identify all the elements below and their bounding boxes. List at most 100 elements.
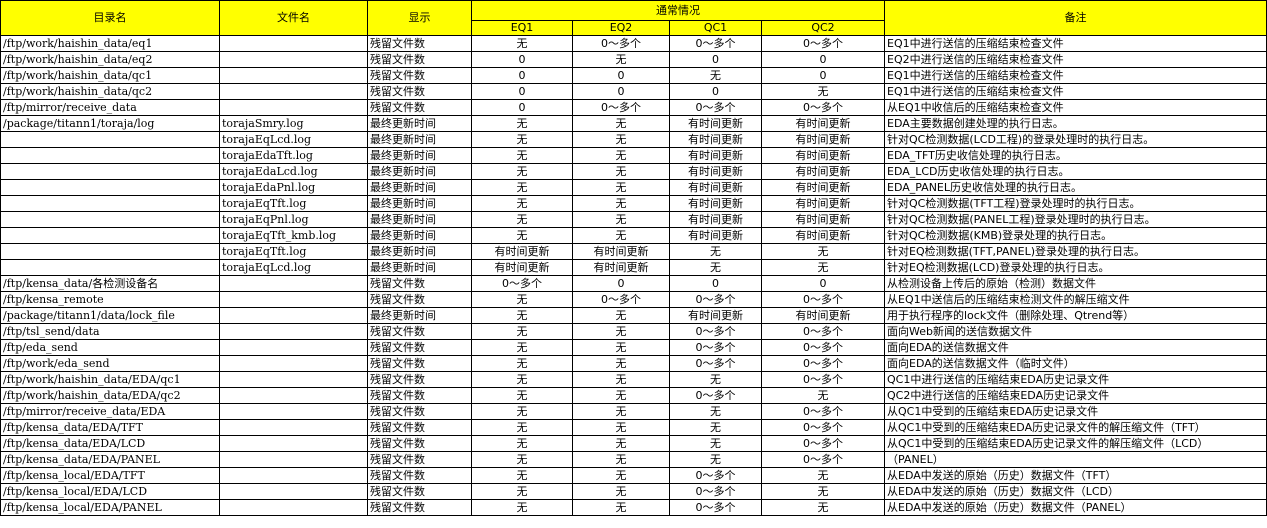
eq1-cell[interactable]: 0～多个 bbox=[471, 275, 573, 292]
note-cell[interactable]: 从检测设备上传后的原始（检测）数据文件 bbox=[884, 275, 1267, 292]
qc1-cell[interactable]: 有时间更新 bbox=[669, 195, 762, 212]
qc2-cell[interactable]: 0～多个 bbox=[761, 435, 885, 452]
eq2-cell[interactable]: 无 bbox=[572, 307, 670, 324]
qc1-cell[interactable]: 无 bbox=[669, 371, 762, 388]
note-cell[interactable]: 针对EQ检测数据(TFT,PANEL)登录处理的执行日志。 bbox=[884, 243, 1267, 260]
file-cell[interactable] bbox=[219, 483, 368, 500]
file-cell[interactable] bbox=[219, 403, 368, 420]
note-cell[interactable]: 针对EQ检测数据(LCD)登录处理的执行日志。 bbox=[884, 259, 1267, 276]
display-cell[interactable]: 残留文件数 bbox=[367, 67, 472, 84]
eq2-cell[interactable]: 无 bbox=[572, 51, 670, 68]
file-cell[interactable] bbox=[219, 291, 368, 308]
dir-cell[interactable]: /ftp/work/haishin_data/qc1 bbox=[0, 67, 220, 84]
header-note[interactable]: 备注 bbox=[884, 0, 1267, 36]
qc1-cell[interactable]: 无 bbox=[669, 243, 762, 260]
dir-cell[interactable]: /ftp/work/haishin_data/EDA/qc1 bbox=[0, 371, 220, 388]
dir-cell[interactable]: /ftp/kensa_remote bbox=[0, 291, 220, 308]
eq1-cell[interactable]: 0 bbox=[471, 67, 573, 84]
qc2-cell[interactable]: 有时间更新 bbox=[761, 131, 885, 148]
eq1-cell[interactable]: 无 bbox=[471, 227, 573, 244]
eq1-cell[interactable]: 无 bbox=[471, 483, 573, 500]
qc1-cell[interactable]: 0～多个 bbox=[669, 99, 762, 116]
dir-cell[interactable]: /ftp/kensa_data/EDA/LCD bbox=[0, 435, 220, 452]
file-cell[interactable]: torajaEqTft.log bbox=[219, 195, 368, 212]
display-cell[interactable]: 最终更新时间 bbox=[367, 179, 472, 196]
dir-cell[interactable]: /ftp/work/haishin_data/qc2 bbox=[0, 83, 220, 100]
eq1-cell[interactable]: 无 bbox=[471, 147, 573, 164]
dir-cell[interactable]: /ftp/tsl_send/data bbox=[0, 323, 220, 340]
qc2-cell[interactable]: 0～多个 bbox=[761, 291, 885, 308]
qc2-cell[interactable]: 0～多个 bbox=[761, 419, 885, 436]
eq2-cell[interactable]: 0 bbox=[572, 83, 670, 100]
eq2-cell[interactable]: 无 bbox=[572, 435, 670, 452]
eq1-cell[interactable]: 无 bbox=[471, 339, 573, 356]
eq1-cell[interactable]: 无 bbox=[471, 371, 573, 388]
file-cell[interactable] bbox=[219, 99, 368, 116]
note-cell[interactable]: 从QC1中受到的压缩结束EDA历史记录文件的解压缩文件（LCD） bbox=[884, 435, 1267, 452]
file-cell[interactable]: torajaEdaTft.log bbox=[219, 147, 368, 164]
qc1-cell[interactable]: 有时间更新 bbox=[669, 307, 762, 324]
header-dir[interactable]: 目录名 bbox=[0, 0, 220, 36]
qc1-cell[interactable]: 0～多个 bbox=[669, 35, 762, 52]
file-cell[interactable] bbox=[219, 371, 368, 388]
display-cell[interactable]: 残留文件数 bbox=[367, 435, 472, 452]
file-cell[interactable]: torajaEqTft.log bbox=[219, 243, 368, 260]
display-cell[interactable]: 残留文件数 bbox=[367, 467, 472, 484]
display-cell[interactable]: 最终更新时间 bbox=[367, 147, 472, 164]
qc1-cell[interactable]: 0～多个 bbox=[669, 339, 762, 356]
eq1-cell[interactable]: 0 bbox=[471, 99, 573, 116]
qc2-cell[interactable]: 0～多个 bbox=[761, 355, 885, 372]
dir-cell[interactable] bbox=[0, 243, 220, 260]
dir-cell[interactable] bbox=[0, 179, 220, 196]
eq1-cell[interactable]: 0 bbox=[471, 51, 573, 68]
qc2-cell[interactable]: 有时间更新 bbox=[761, 211, 885, 228]
display-cell[interactable]: 残留文件数 bbox=[367, 499, 472, 516]
qc2-cell[interactable]: 无 bbox=[761, 243, 885, 260]
qc2-cell[interactable]: 0 bbox=[761, 51, 885, 68]
qc1-cell[interactable]: 有时间更新 bbox=[669, 131, 762, 148]
eq2-cell[interactable]: 0～多个 bbox=[572, 291, 670, 308]
display-cell[interactable]: 最终更新时间 bbox=[367, 115, 472, 132]
dir-cell[interactable] bbox=[0, 227, 220, 244]
eq2-cell[interactable]: 0 bbox=[572, 275, 670, 292]
note-cell[interactable]: 面向EDA的送信数据文件（临时文件） bbox=[884, 355, 1267, 372]
note-cell[interactable]: EQ1中进行送信的压缩结束检查文件 bbox=[884, 35, 1267, 52]
eq1-cell[interactable]: 有时间更新 bbox=[471, 259, 573, 276]
dir-cell[interactable]: /ftp/kensa_data/各检测设备名 bbox=[0, 275, 220, 292]
qc1-cell[interactable]: 0～多个 bbox=[669, 483, 762, 500]
qc1-cell[interactable]: 0 bbox=[669, 83, 762, 100]
note-cell[interactable]: （PANEL） bbox=[884, 451, 1267, 468]
file-cell[interactable] bbox=[219, 35, 368, 52]
qc1-cell[interactable]: 0～多个 bbox=[669, 387, 762, 404]
qc2-cell[interactable]: 有时间更新 bbox=[761, 163, 885, 180]
dir-cell[interactable]: /package/titann1/data/lock_file bbox=[0, 307, 220, 324]
qc2-cell[interactable]: 0～多个 bbox=[761, 451, 885, 468]
qc2-cell[interactable]: 有时间更新 bbox=[761, 179, 885, 196]
eq2-cell[interactable]: 无 bbox=[572, 403, 670, 420]
qc1-cell[interactable]: 无 bbox=[669, 259, 762, 276]
dir-cell[interactable] bbox=[0, 147, 220, 164]
display-cell[interactable]: 残留文件数 bbox=[367, 451, 472, 468]
qc2-cell[interactable]: 有时间更新 bbox=[761, 147, 885, 164]
eq2-cell[interactable]: 无 bbox=[572, 163, 670, 180]
file-cell[interactable] bbox=[219, 307, 368, 324]
note-cell[interactable]: QC1中进行送信的压缩结束EDA历史记录文件 bbox=[884, 371, 1267, 388]
display-cell[interactable]: 最终更新时间 bbox=[367, 227, 472, 244]
eq1-cell[interactable]: 有时间更新 bbox=[471, 243, 573, 260]
qc2-cell[interactable]: 0～多个 bbox=[761, 371, 885, 388]
header-eq2[interactable]: EQ2 bbox=[572, 20, 670, 36]
header-qc2[interactable]: QC2 bbox=[761, 20, 885, 36]
qc1-cell[interactable]: 有时间更新 bbox=[669, 179, 762, 196]
dir-cell[interactable] bbox=[0, 211, 220, 228]
display-cell[interactable]: 残留文件数 bbox=[367, 35, 472, 52]
dir-cell[interactable]: /ftp/eda_send bbox=[0, 339, 220, 356]
eq2-cell[interactable]: 无 bbox=[572, 371, 670, 388]
qc2-cell[interactable]: 0～多个 bbox=[761, 35, 885, 52]
header-eq1[interactable]: EQ1 bbox=[471, 20, 573, 36]
eq1-cell[interactable]: 无 bbox=[471, 291, 573, 308]
file-cell[interactable] bbox=[219, 435, 368, 452]
qc2-cell[interactable]: 0～多个 bbox=[761, 323, 885, 340]
qc1-cell[interactable]: 0～多个 bbox=[669, 323, 762, 340]
eq2-cell[interactable]: 无 bbox=[572, 451, 670, 468]
file-cell[interactable] bbox=[219, 83, 368, 100]
